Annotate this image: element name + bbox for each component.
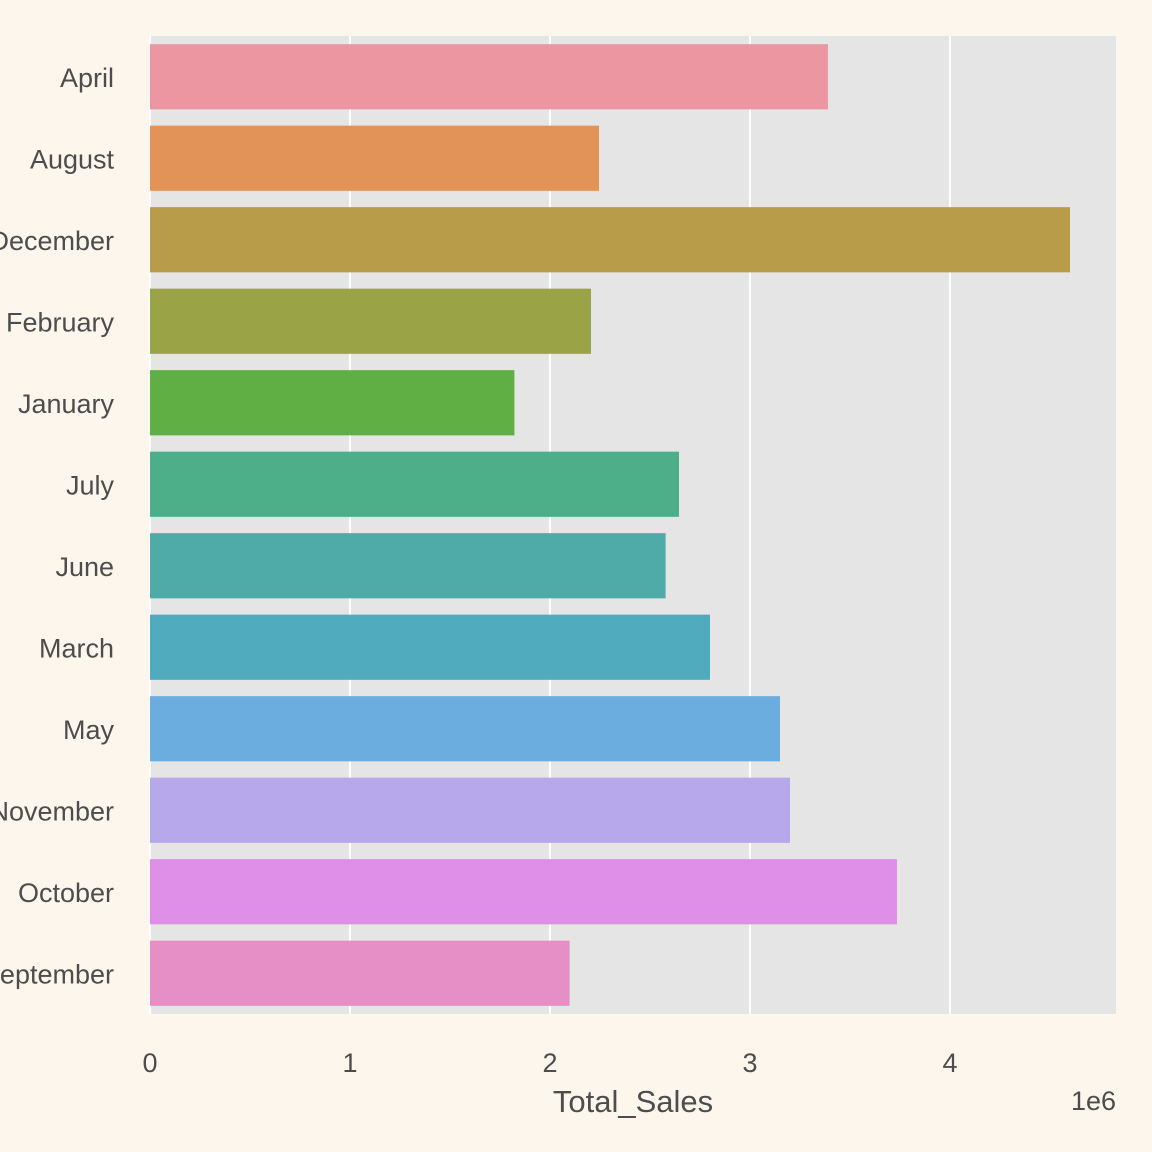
y-tick-label-june: June — [55, 552, 114, 582]
y-tick-label-october: October — [18, 878, 114, 908]
x-tick-label: 2 — [542, 1048, 557, 1078]
x-tick-label: 0 — [142, 1048, 157, 1078]
bar-may — [150, 696, 780, 762]
y-tick-label-january: January — [18, 389, 115, 419]
y-tick-label-november: November — [0, 796, 114, 826]
bar-march — [150, 614, 710, 680]
x-tick-label: 3 — [742, 1048, 757, 1078]
x-tick-labels: 0 1 2 3 4 — [142, 1048, 957, 1078]
bar-july — [150, 451, 679, 517]
plot-area — [150, 36, 1116, 1014]
y-tick-label-september: September — [0, 959, 114, 989]
y-tick-label-july: July — [66, 470, 115, 500]
bar-august — [150, 125, 599, 191]
y-tick-label-march: March — [39, 633, 114, 663]
x-tick-label: 1 — [342, 1048, 357, 1078]
bar-september — [150, 940, 570, 1006]
y-tick-label-december: December — [0, 226, 114, 256]
bar-april — [150, 44, 828, 110]
bar-january — [150, 370, 515, 436]
y-tick-label-february: February — [6, 307, 115, 337]
y-tick-label-april: April — [60, 63, 114, 93]
bars — [150, 44, 1070, 1006]
bar-december — [150, 207, 1070, 273]
y-tick-labels: April August December February January July Ju… — [0, 63, 114, 990]
gridlines — [149, 36, 951, 1014]
bar-june — [150, 533, 666, 599]
y-tick-label-may: May — [63, 715, 115, 745]
bar-october — [150, 859, 897, 925]
x-tick-label: 4 — [942, 1048, 957, 1078]
bar-february — [150, 288, 591, 354]
x-axis-label: Total_Sales — [553, 1084, 713, 1119]
y-tick-label-august: August — [30, 144, 115, 174]
offset-text: 1e6 — [1071, 1086, 1116, 1116]
bar-november — [150, 777, 790, 843]
